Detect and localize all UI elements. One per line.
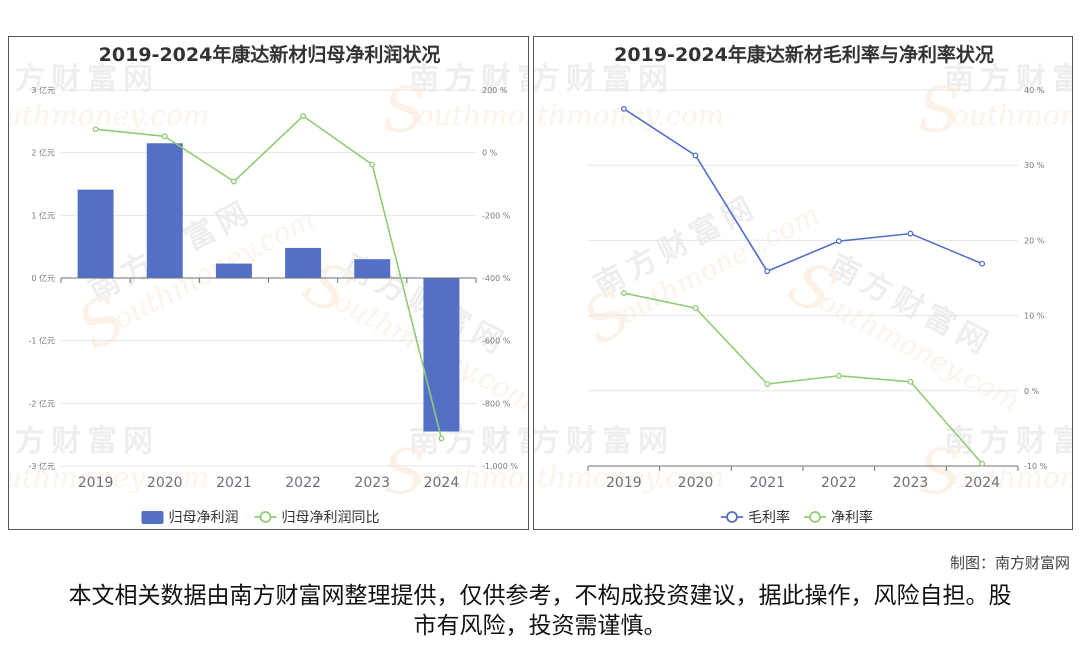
watermark-cn-text: 南方财富网 (9, 62, 159, 97)
point-归母净利润同比-2022 (300, 113, 307, 119)
legend-swatch (141, 511, 164, 524)
watermark-en-text: outhmoney.com (952, 99, 1073, 132)
point-净利率-2022 (835, 372, 842, 379)
x-tick-label-2021: 2021 (749, 475, 785, 491)
bar-2024 (423, 278, 460, 432)
legend-swatch-marker (259, 511, 272, 523)
x-tick-label-2020: 2020 (678, 475, 714, 491)
y-right-tick-label: -600 % (482, 337, 511, 346)
watermark-s-text: S (383, 73, 425, 146)
watermark-cn-text: 南方财富网 (534, 424, 674, 459)
legend-item-毛利率[interactable]: 毛利率 (721, 509, 790, 526)
y-left-tick-label: 1 亿元 (31, 210, 55, 220)
watermark-en-text: outhmoney.com (534, 99, 724, 132)
point-毛利率-2023 (907, 230, 914, 237)
watermark-cn-text: 南方财富网 (409, 62, 529, 97)
chart-title: 2019-2024年康达新材毛利率与净利率状况 (614, 43, 994, 66)
y-right-tick-label: -200 % (482, 211, 511, 220)
margin-chart-panel: 南方财富网Southmoney.com南方财富网Southmoney.com南方… (533, 36, 1073, 530)
point-净利率-2021 (764, 381, 771, 387)
x-tick-label-2023: 2023 (893, 475, 929, 491)
legend-swatch-marker (809, 511, 821, 523)
point-归母净利润同比-2023 (369, 161, 376, 168)
watermark-en-text: outhmoney.com (9, 99, 209, 132)
y-left-tick-label: 2 亿元 (31, 148, 55, 158)
legend-label: 归母净利润 (169, 509, 239, 526)
watermark-en-text: outhmoney.com (417, 99, 529, 132)
chart-credit: 制图：南方财富网 (949, 554, 1070, 572)
y-left-tick-label: -3 亿元 (28, 461, 55, 471)
x-tick-label-2019: 2019 (606, 475, 642, 491)
legend-item-净利率[interactable]: 净利率 (804, 509, 873, 526)
chart-title: 2019-2024年康达新材归母净利润状况 (99, 43, 441, 66)
watermark-cn-text: 南方财富网 (534, 62, 674, 97)
bar-2021 (215, 263, 252, 278)
point-毛利率-2020 (692, 152, 699, 159)
point-归母净利润同比-2019 (92, 126, 99, 133)
x-tick-label-2019: 2019 (78, 475, 114, 491)
x-tick-label-2022: 2022 (285, 475, 321, 491)
series-line-净利率 (623, 292, 983, 465)
point-净利率-2020 (692, 305, 699, 312)
y-right-tick-label: -10 % (1024, 462, 1048, 471)
point-净利率-2024 (979, 460, 986, 467)
y-right-tick-label: 0 % (482, 149, 498, 158)
legend-swatch-marker (726, 511, 738, 523)
y-right-tick-label: 30 % (1024, 161, 1045, 170)
bar-2020 (146, 143, 183, 278)
y-right-tick-label: 0 % (1024, 387, 1040, 396)
x-tick-label-2024: 2024 (424, 475, 460, 491)
watermark-s-text: S (918, 73, 960, 146)
y-left-tick-label: 3 亿元 (31, 85, 55, 95)
y-right-tick-label: 10 % (1024, 312, 1045, 321)
net-profit-chart: 南方财富网Southmoney.com南方财富网Southmoney.com南方… (9, 43, 529, 526)
y-left-tick-label: 0 亿元 (31, 273, 55, 283)
x-tick-label-2020: 2020 (147, 475, 183, 491)
y-right-tick-label: 20 % (1024, 236, 1045, 245)
y-right-tick-label: 200 % (482, 86, 508, 95)
legend-item-归母净利润[interactable]: 归母净利润 (141, 509, 239, 526)
y-right-tick-label: 40 % (1024, 86, 1045, 95)
point-毛利率-2022 (835, 238, 842, 245)
point-归母净利润同比-2024 (438, 435, 445, 442)
watermark-cn-text: 南方财富网 (944, 62, 1073, 97)
watermark-cn-text: 南方财富网 (9, 424, 159, 459)
watermark: 南方财富网Southmoney.com南方财富网Southmoney.com南方… (534, 62, 1073, 508)
point-归母净利润同比-2021 (230, 178, 237, 185)
point-归母净利润同比-2020 (161, 133, 168, 140)
legend-label: 毛利率 (748, 509, 790, 526)
legend-label: 净利率 (831, 509, 873, 526)
watermark-cn-text: 南方财富网 (944, 424, 1073, 459)
legend-item-归母净利润同比[interactable]: 归母净利润同比 (254, 509, 380, 526)
watermark-s-text: S (918, 435, 960, 508)
x-tick-label-2024: 2024 (964, 475, 1000, 491)
series-line-毛利率 (623, 108, 983, 273)
legend-label: 归母净利润同比 (282, 509, 380, 526)
series-line-归母净利润同比 (95, 114, 443, 439)
bar-2019 (77, 189, 114, 278)
point-毛利率-2019 (620, 105, 627, 112)
net-profit-chart-panel: 南方财富网Southmoney.com南方财富网Southmoney.com南方… (8, 36, 529, 530)
x-tick-label-2023: 2023 (354, 475, 390, 491)
y-left-tick-label: -2 亿元 (28, 398, 55, 408)
x-tick-label-2022: 2022 (821, 475, 857, 491)
y-right-tick-label: -800 % (482, 399, 511, 408)
disclaimer-text: 本文相关数据由南方财富网整理提供，仅供参考，不构成投资建议，据此操作，风险自担。… (68, 583, 1012, 639)
x-tick-label-2021: 2021 (216, 475, 252, 491)
point-净利率-2019 (620, 290, 627, 296)
bar-2022 (285, 247, 322, 278)
y-left-tick-label: -1 亿元 (28, 336, 55, 346)
watermark-s-text: S (383, 435, 425, 508)
y-right-tick-label: -400 % (482, 274, 511, 283)
point-毛利率-2021 (764, 268, 771, 275)
point-净利率-2023 (907, 378, 914, 385)
y-right-tick-label: -1,000 % (482, 462, 518, 471)
bar-2023 (354, 259, 391, 278)
margin-chart: 南方财富网Southmoney.com南方财富网Southmoney.com南方… (534, 43, 1073, 526)
point-毛利率-2024 (979, 260, 986, 267)
